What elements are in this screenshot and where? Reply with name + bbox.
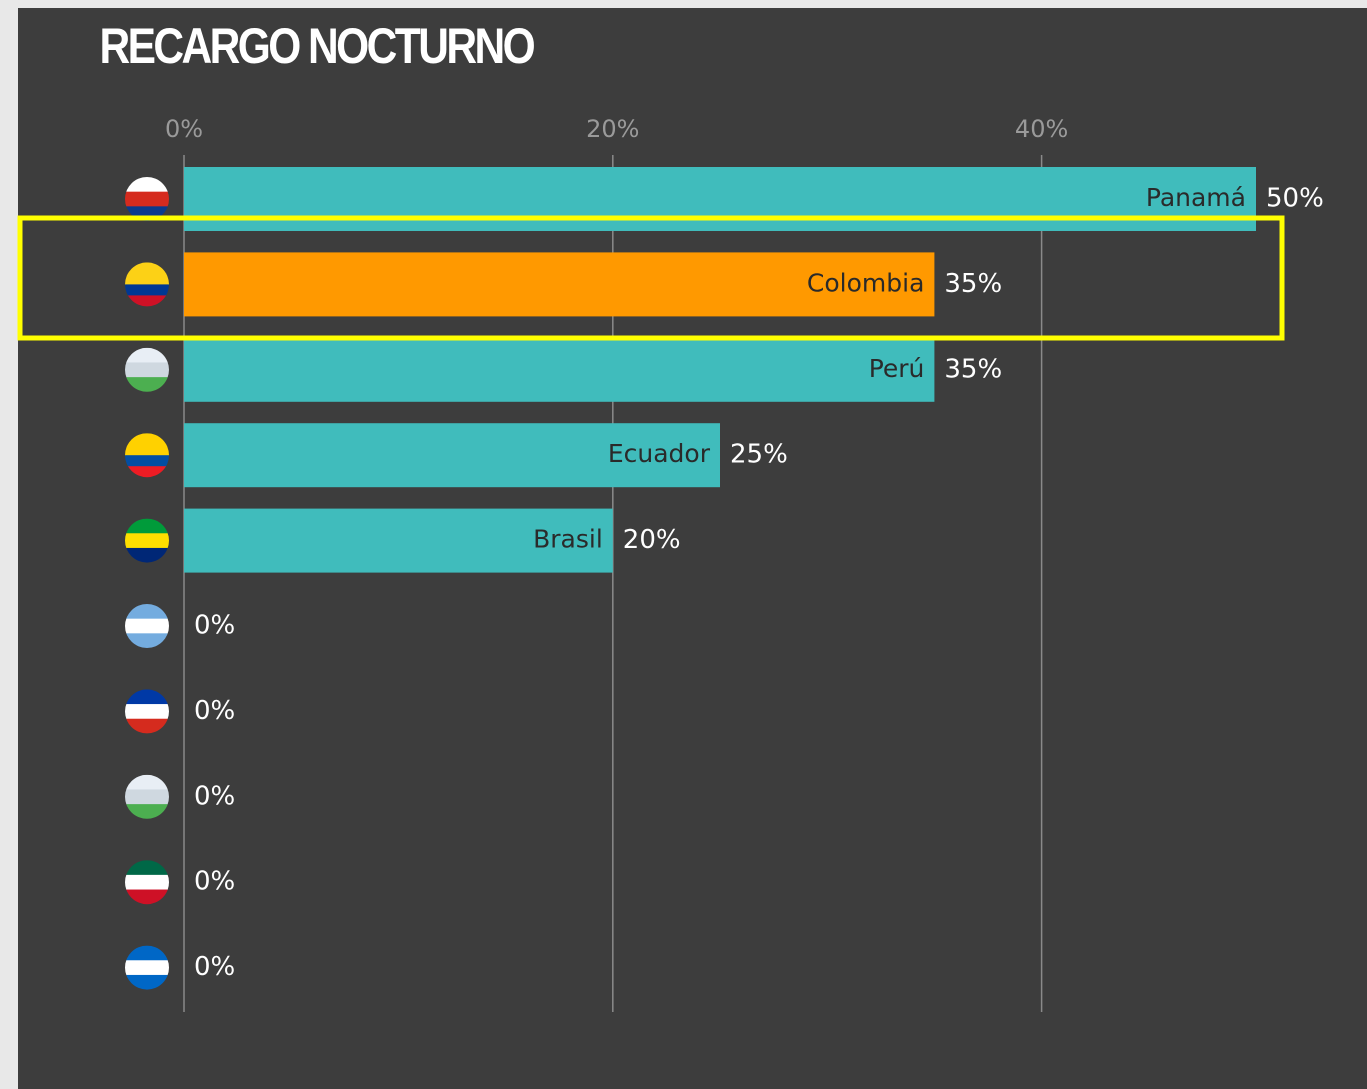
flag-stripe bbox=[125, 789, 169, 805]
category-label: Ecuador bbox=[608, 439, 711, 468]
flag-stripe bbox=[125, 704, 169, 720]
flag-stripe bbox=[125, 974, 169, 990]
value-label: 25% bbox=[730, 440, 788, 470]
flag-stripe bbox=[125, 295, 169, 307]
flag-stripe bbox=[125, 262, 169, 274]
flag-stripe bbox=[125, 444, 169, 456]
flag-stripe bbox=[125, 689, 169, 705]
flags bbox=[125, 177, 169, 990]
category-label: Panamá bbox=[1146, 183, 1246, 212]
x-tick-label: 20% bbox=[586, 115, 639, 143]
value-label: 0% bbox=[194, 611, 235, 641]
flag-stripe bbox=[125, 889, 169, 905]
value-label: 0% bbox=[194, 867, 235, 897]
flag-stripe bbox=[125, 547, 169, 563]
value-label: 0% bbox=[194, 781, 235, 811]
bar bbox=[184, 423, 720, 488]
flag-stripe bbox=[125, 433, 169, 445]
value-label: 20% bbox=[623, 525, 681, 555]
flag-stripe bbox=[125, 804, 169, 819]
flag-stripe bbox=[125, 455, 169, 467]
flag-stripe bbox=[125, 874, 169, 891]
chart-title: RECARGO NOCTURNO bbox=[99, 18, 534, 74]
flag-stripe bbox=[125, 191, 169, 207]
flag-stripe bbox=[125, 960, 169, 976]
flag-stripe bbox=[125, 718, 169, 734]
flag-stripe bbox=[125, 466, 169, 478]
value-label: 0% bbox=[194, 952, 235, 982]
x-tick-label: 40% bbox=[1015, 115, 1068, 143]
flag-stripe bbox=[125, 604, 169, 620]
flag-stripe bbox=[125, 518, 169, 534]
flag-stripe bbox=[125, 362, 169, 378]
bar bbox=[184, 508, 613, 573]
flag-stripe bbox=[125, 377, 169, 392]
value-label: 35% bbox=[944, 269, 1002, 299]
flag-stripe bbox=[125, 347, 169, 363]
x-tick-label: 0% bbox=[165, 115, 203, 143]
flag-stripe bbox=[125, 533, 169, 549]
flag-stripe bbox=[125, 945, 169, 961]
category-label: Colombia bbox=[807, 268, 924, 297]
flag-stripe bbox=[125, 774, 169, 790]
value-label: 50% bbox=[1266, 184, 1324, 214]
flag-stripe bbox=[125, 284, 169, 296]
bar bbox=[184, 252, 935, 317]
category-label: Brasil bbox=[533, 525, 603, 554]
highlight-box bbox=[17, 215, 1285, 341]
flag-stripe bbox=[125, 273, 169, 285]
flag-stripe bbox=[125, 633, 169, 648]
value-label: 0% bbox=[194, 696, 235, 726]
category-label: Perú bbox=[869, 354, 925, 383]
flag-stripe bbox=[125, 860, 169, 876]
bar bbox=[184, 337, 935, 402]
bar bbox=[184, 167, 1256, 231]
flag-stripe bbox=[125, 177, 169, 193]
value-label: 35% bbox=[944, 354, 1002, 384]
flag-stripe bbox=[125, 618, 169, 634]
